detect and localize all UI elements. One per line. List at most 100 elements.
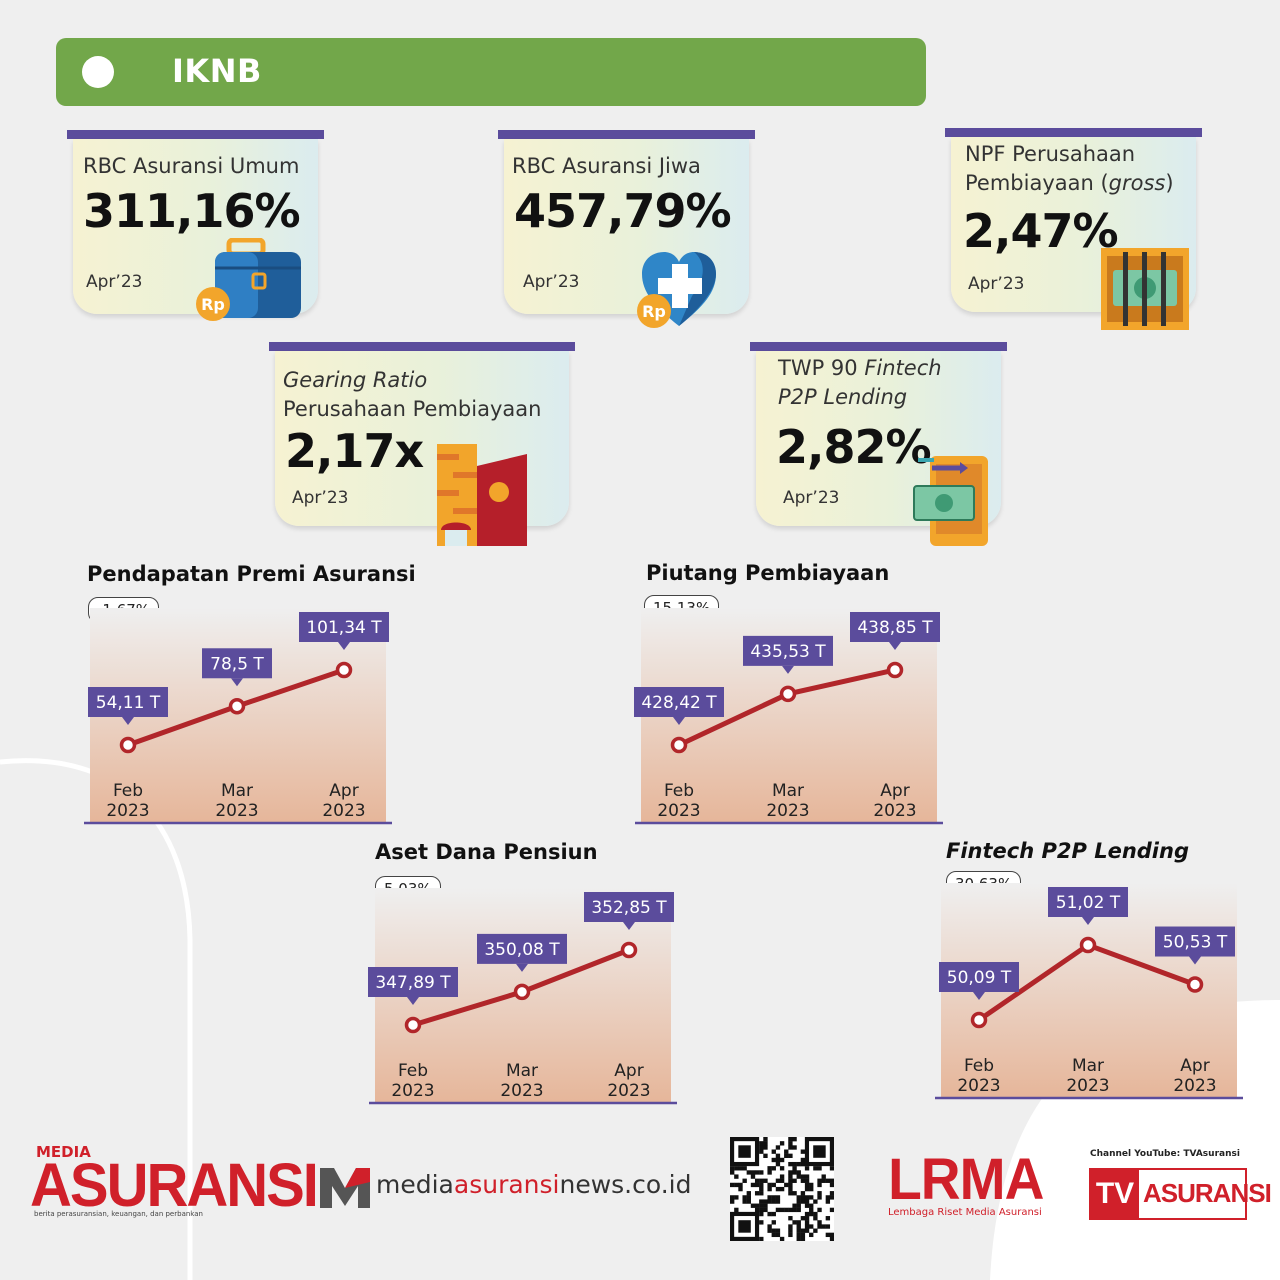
card-date: Apr’23 bbox=[968, 274, 1025, 294]
header-dot bbox=[82, 56, 114, 88]
data-label-pointer bbox=[338, 642, 350, 650]
data-label: 50,09 T bbox=[947, 968, 1012, 988]
data-label-pointer bbox=[122, 717, 134, 725]
data-label-pointer bbox=[516, 963, 528, 972]
card-label-segment: RBC Asuransi Umum bbox=[83, 154, 300, 178]
card-bar bbox=[945, 128, 1202, 137]
card-value: 2,17x bbox=[285, 424, 424, 478]
data-point bbox=[970, 1011, 988, 1029]
card-label-line: Gearing Ratio bbox=[283, 366, 541, 395]
x-tick-label: Feb bbox=[398, 1061, 428, 1081]
x-tick-label: 2023 bbox=[657, 801, 700, 821]
jailed-money-icon bbox=[1101, 248, 1189, 330]
data-point bbox=[886, 661, 904, 679]
x-tick-label: Mar bbox=[506, 1061, 538, 1081]
data-point bbox=[228, 698, 246, 715]
x-tick-label: Feb bbox=[964, 1056, 994, 1076]
x-tick-label: Apr bbox=[880, 781, 909, 801]
card-label-segment: gross bbox=[1108, 171, 1166, 195]
data-point bbox=[119, 736, 137, 754]
data-label: 428,42 T bbox=[641, 693, 717, 713]
media-asuransi-tagline: berita perasuransian, keuangan, dan perb… bbox=[34, 1210, 203, 1218]
card-label-segment: NPF Perusahaan bbox=[965, 142, 1136, 166]
tv-channel-label: Channel YouTube: TVAsuransi bbox=[1090, 1149, 1240, 1159]
data-label-box bbox=[1155, 926, 1235, 957]
data-label: 347,89 T bbox=[375, 973, 451, 993]
card-date: Apr’23 bbox=[292, 488, 349, 508]
card-label-line: Perusahaan Pembiayaan bbox=[283, 395, 541, 424]
data-label: 78,5 T bbox=[210, 654, 264, 674]
website-highlight: asuransi bbox=[453, 1170, 560, 1199]
website-suffix: news.co.id bbox=[559, 1170, 692, 1199]
x-tick-label: 2023 bbox=[391, 1081, 434, 1101]
card-value: 311,16% bbox=[83, 184, 301, 238]
card-label-line: NPF Perusahaan bbox=[965, 140, 1174, 169]
data-label-pointer bbox=[231, 678, 243, 687]
heart-rp-icon: Rp bbox=[637, 252, 716, 328]
x-tick-label: 2023 bbox=[873, 801, 916, 821]
kpi-card-npf: NPF Perusahaan Pembiayaan (gross) 2,47% A… bbox=[945, 128, 1202, 330]
card-label: RBC Asuransi Jiwa bbox=[512, 152, 701, 181]
m-logo-icon bbox=[320, 1168, 370, 1208]
card-label-segment: RBC Asuransi Jiwa bbox=[512, 154, 701, 178]
buildings-icon bbox=[437, 444, 527, 546]
card-date: Apr’23 bbox=[523, 272, 580, 292]
data-point bbox=[335, 661, 353, 679]
data-point bbox=[779, 685, 797, 703]
data-label-pointer bbox=[1082, 917, 1094, 925]
x-tick-label: Mar bbox=[221, 781, 253, 801]
data-label: 51,02 T bbox=[1056, 893, 1121, 913]
x-tick-label: Apr bbox=[614, 1061, 643, 1081]
data-label-box bbox=[299, 612, 389, 642]
data-label-box bbox=[477, 933, 567, 964]
data-label-pointer bbox=[1189, 956, 1201, 965]
data-point bbox=[513, 983, 531, 1001]
tv-logo-word: ASURANSI bbox=[1143, 1178, 1272, 1208]
x-tick-label: Mar bbox=[772, 781, 804, 801]
card-value: 2,47% bbox=[963, 204, 1119, 258]
data-point bbox=[620, 941, 638, 959]
x-tick-label: 2023 bbox=[1173, 1076, 1216, 1096]
data-label: 50,53 T bbox=[1163, 933, 1228, 953]
data-label-pointer bbox=[673, 717, 685, 725]
card-label: Gearing Ratio Perusahaan Pembiayaan bbox=[283, 366, 541, 424]
data-label: 54,11 T bbox=[96, 693, 161, 713]
kpi-card-gearing: Gearing Ratio Perusahaan Pembiayaan 2,17x… bbox=[269, 342, 575, 546]
website-prefix: media bbox=[376, 1170, 454, 1199]
data-label-pointer bbox=[973, 992, 985, 1000]
card-label-segment: Gearing Ratio bbox=[283, 368, 428, 392]
card-value: 2,82% bbox=[776, 420, 932, 474]
card-value: 457,79% bbox=[514, 184, 732, 238]
data-point bbox=[670, 736, 688, 754]
media-asuransi-logo: ASURANSI bbox=[30, 1151, 319, 1220]
data-label-pointer bbox=[782, 665, 794, 674]
card-label: RBC Asuransi Umum bbox=[83, 152, 299, 181]
phone-money-icon bbox=[913, 456, 988, 546]
x-tick-label: 2023 bbox=[500, 1081, 543, 1101]
card-label-segment: P2P Lending bbox=[778, 385, 908, 409]
chart-title-fintech: Fintech P2P Lending bbox=[946, 839, 1189, 863]
card-bar bbox=[67, 130, 324, 139]
website-link[interactable]: mediaasuransinews.co.id bbox=[376, 1170, 692, 1199]
x-tick-label: 2023 bbox=[1066, 1076, 1109, 1096]
card-bar bbox=[269, 342, 575, 351]
card-label-segment: Perusahaan Pembiayaan bbox=[283, 397, 542, 421]
data-label: 350,08 T bbox=[484, 940, 560, 960]
data-point bbox=[404, 1016, 422, 1034]
x-tick-label: 2023 bbox=[607, 1081, 650, 1101]
kpi-card-twp90: TWP 90 Fintech P2P Lending 2,82% Apr’23 bbox=[750, 342, 1007, 546]
x-tick-label: 2023 bbox=[957, 1076, 1000, 1096]
data-label: 101,34 T bbox=[306, 618, 382, 638]
qr-code-icon[interactable] bbox=[730, 1137, 834, 1241]
x-tick-label: 2023 bbox=[322, 801, 365, 821]
data-label-box bbox=[368, 967, 458, 997]
x-tick-label: Feb bbox=[664, 781, 694, 801]
tv-asuransi-logo: TV ASURANSI bbox=[1089, 1168, 1272, 1220]
card-date: Apr’23 bbox=[783, 488, 840, 508]
data-label-box bbox=[584, 892, 674, 922]
data-label-pointer bbox=[889, 642, 901, 650]
